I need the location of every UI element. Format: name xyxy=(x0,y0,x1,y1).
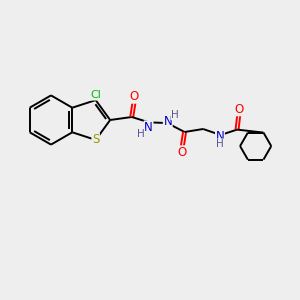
Text: O: O xyxy=(178,146,187,159)
Text: N: N xyxy=(164,115,172,128)
Text: O: O xyxy=(234,103,244,116)
Text: H: H xyxy=(137,129,145,139)
Text: N: N xyxy=(144,121,153,134)
Text: H: H xyxy=(171,110,179,120)
Text: O: O xyxy=(130,90,139,103)
Text: N: N xyxy=(216,130,224,143)
Text: H: H xyxy=(216,139,224,149)
Text: S: S xyxy=(92,134,99,146)
Text: Cl: Cl xyxy=(90,90,101,100)
